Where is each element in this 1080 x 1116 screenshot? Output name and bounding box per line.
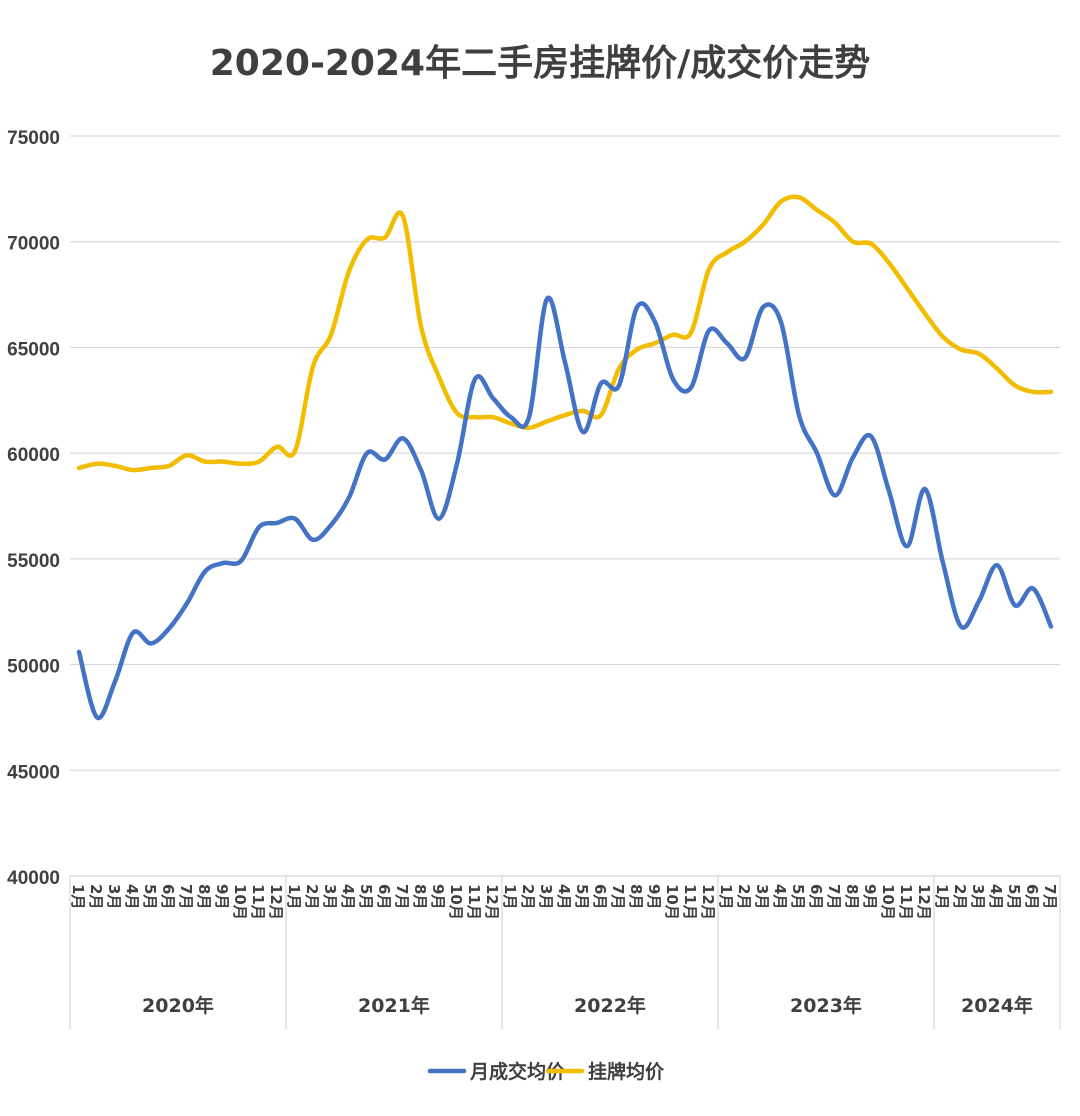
- gridlines: [70, 135, 1060, 877]
- x-tick-label: 12月: [483, 884, 501, 920]
- x-tick-label: 7月: [609, 884, 627, 909]
- series-lines: [76, 194, 1054, 721]
- x-tick-label: 6月: [375, 884, 393, 909]
- x-tick-label: 6月: [807, 884, 825, 909]
- y-axis: 40000 45000 50000 55000 60000 65000 70000 75000: [7, 128, 60, 889]
- y-tick-label: 45000: [7, 762, 60, 783]
- legend: 月成交均价 挂牌均价: [427, 1060, 665, 1083]
- x-tick-label: 2月: [303, 884, 321, 909]
- x-tick-label: 1月: [285, 884, 303, 909]
- year-label: 2024年: [961, 994, 1033, 1017]
- x-tick-label: 7月: [393, 884, 411, 909]
- x-tick-label: 12月: [267, 884, 285, 920]
- x-tick-label: 7月: [177, 884, 195, 909]
- x-tick-label: 11月: [465, 884, 483, 920]
- x-tick-label: 12月: [699, 884, 717, 920]
- x-tick-label: 8月: [627, 884, 645, 909]
- y-tick-label: 40000: [7, 868, 60, 889]
- x-tick-label: 1月: [717, 884, 735, 909]
- x-tick-label: 1月: [501, 884, 519, 909]
- x-tick-label: 4月: [771, 884, 789, 909]
- x-tick-label: 5月: [1005, 884, 1023, 909]
- x-tick-label: 3月: [105, 884, 123, 909]
- x-tick-label: 2月: [735, 884, 753, 909]
- x-tick-label: 11月: [897, 884, 915, 920]
- x-tick-label: 3月: [753, 884, 771, 909]
- x-tick-label: 10月: [231, 884, 249, 920]
- x-tick-label: 10月: [447, 884, 465, 920]
- y-tick-label: 50000: [7, 657, 60, 678]
- y-tick-label: 60000: [7, 445, 60, 466]
- year-label: 2020年: [142, 994, 214, 1017]
- x-tick-label: 4月: [339, 884, 357, 909]
- x-tick-label: 3月: [537, 884, 555, 909]
- x-tick-label: 7月: [825, 884, 843, 909]
- x-tick-label: 10月: [879, 884, 897, 920]
- x-tick-label: 2月: [87, 884, 105, 909]
- x-tick-label: 1月: [69, 884, 87, 909]
- y-tick-label: 70000: [7, 234, 60, 255]
- x-tick-label: 6月: [591, 884, 609, 909]
- x-tick-label: 3月: [321, 884, 339, 909]
- x-tick-label: 11月: [249, 884, 267, 920]
- x-tick-label: 9月: [861, 884, 879, 909]
- x-tick-label: 5月: [141, 884, 159, 909]
- x-tick-label: 4月: [123, 884, 141, 909]
- x-tick-label: 2月: [519, 884, 537, 909]
- series-line-transaction: [76, 295, 1054, 721]
- x-tick-label: 5月: [357, 884, 375, 909]
- x-tick-label: 6月: [1023, 884, 1041, 909]
- x-tick-label: 9月: [645, 884, 663, 909]
- x-tick-label: 4月: [987, 884, 1005, 909]
- x-tick-label: 9月: [213, 884, 231, 909]
- year-label: 2022年: [574, 994, 646, 1017]
- chart-title: 2020-2024年二手房挂牌价/成交价走势: [210, 42, 870, 84]
- x-tick-label: 5月: [789, 884, 807, 909]
- x-tick-label: 7月: [1041, 884, 1059, 909]
- year-label: 2021年: [358, 994, 430, 1017]
- x-tick-label: 3月: [969, 884, 987, 909]
- legend-item-listing-label: 挂牌均价: [588, 1060, 665, 1083]
- y-tick-label: 65000: [7, 339, 60, 360]
- x-tick-label: 8月: [195, 884, 213, 909]
- x-tick-label: 9月: [429, 884, 447, 909]
- x-tick-label: 1月: [933, 884, 951, 909]
- legend-item-transaction-label: 月成交均价: [469, 1060, 566, 1083]
- x-tick-label: 11月: [681, 884, 699, 920]
- x-tick-label: 8月: [843, 884, 861, 909]
- x-tick-label: 5月: [573, 884, 591, 909]
- x-tick-label: 2月: [951, 884, 969, 909]
- x-tick-label: 8月: [411, 884, 429, 909]
- year-label: 2023年: [790, 994, 862, 1017]
- series-line-listing: [76, 194, 1054, 473]
- x-tick-label: 10月: [663, 884, 681, 920]
- x-tick-label: 6月: [159, 884, 177, 909]
- y-tick-label: 55000: [7, 551, 60, 572]
- x-tick-label: 4月: [555, 884, 573, 909]
- y-tick-label: 75000: [7, 128, 60, 149]
- x-tick-label: 12月: [915, 884, 933, 920]
